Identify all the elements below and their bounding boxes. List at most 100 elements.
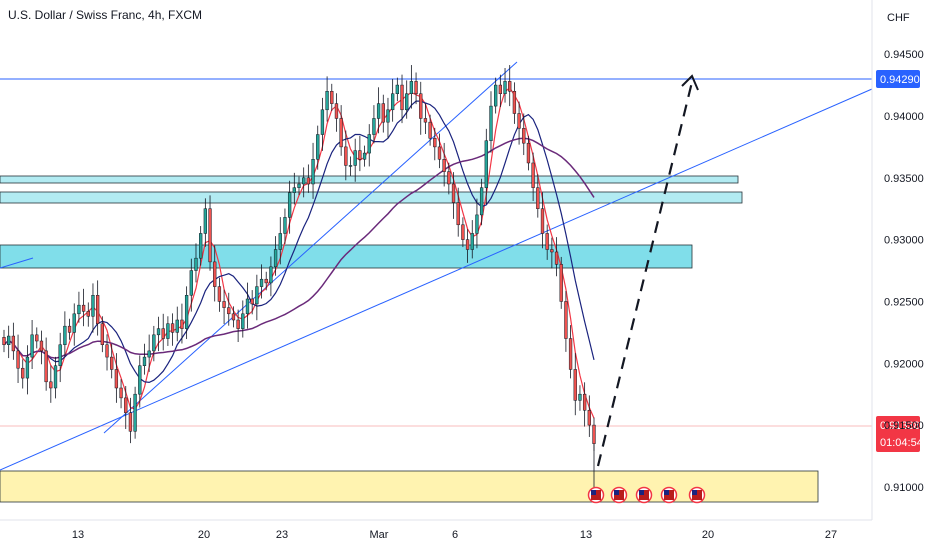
candle-bull (166, 323, 170, 339)
us-flag-event-icon[interactable] (660, 486, 678, 504)
currency-label: CHF (887, 12, 910, 24)
y-tick-label: 0.94000 (884, 111, 924, 123)
candle-bear (2, 337, 6, 345)
candle-bear (231, 313, 236, 321)
candle-bull (503, 81, 507, 94)
candle-bull (475, 214, 479, 234)
flag-canton (664, 490, 669, 495)
x-tick-label: 6 (452, 529, 458, 541)
candle-bear (442, 159, 446, 172)
us-flag-event-icon[interactable] (688, 486, 706, 504)
level-price-tag (876, 70, 920, 88)
candle-bear (264, 278, 268, 284)
candle-bear (110, 356, 114, 370)
candle-bear (381, 103, 385, 123)
x-tick-label: Mar (370, 529, 389, 541)
candle-bull (484, 140, 488, 188)
candle-bear (400, 84, 404, 111)
candle-bull (255, 286, 259, 305)
candle-bull (325, 91, 329, 111)
candle-bear (39, 340, 44, 352)
flag-canton (591, 490, 596, 495)
candle-bull (390, 93, 395, 111)
last-price-tag (876, 416, 920, 452)
candle-bull (362, 152, 367, 160)
candle-bear (522, 128, 526, 144)
flag-canton (639, 490, 644, 495)
y-tick-label: 0.93500 (884, 173, 924, 185)
candle-bear (16, 350, 20, 369)
candle-bear (49, 381, 53, 389)
candle-bear (508, 81, 512, 92)
candle-bull (30, 334, 34, 358)
candle-bear (536, 187, 540, 209)
candle-bull (302, 177, 306, 185)
candle-bear (498, 84, 503, 94)
candle-bear (414, 81, 418, 94)
candle-bull (283, 217, 287, 234)
x-tick-label: 23 (276, 529, 288, 541)
candle-bull (376, 103, 381, 119)
candle-bear (461, 224, 465, 240)
last-price-text: 0.91338 (880, 420, 920, 432)
candle-bear (35, 334, 39, 342)
candle-bull (53, 365, 58, 389)
candle-bull (372, 118, 376, 135)
candle-bear (423, 118, 428, 123)
candle-bear (250, 298, 254, 305)
flag-canton (692, 490, 697, 495)
axes-layer: CHF0.945000.940000.935000.930000.925000.… (0, 0, 924, 541)
candle-bull (203, 208, 208, 234)
y-tick-label: 0.93000 (884, 235, 924, 247)
us-flag-event-icon[interactable] (587, 486, 605, 504)
candle-bear (213, 261, 217, 287)
candle-bear (217, 286, 222, 302)
level-price-text: 0.94290 (880, 74, 920, 86)
candle-bear (573, 369, 577, 401)
candle-bull (489, 105, 493, 141)
us-flag-event-icon[interactable] (610, 486, 628, 504)
y-tick-label: 0.91500 (884, 420, 924, 432)
candle-bear (564, 301, 568, 339)
x-tick-label: 13 (72, 529, 84, 541)
trendline-steep (103, 61, 518, 434)
y-tick-label: 0.94500 (884, 49, 924, 61)
trendline-short (0, 257, 34, 269)
candle-bear (587, 410, 591, 426)
candle-bear (447, 171, 451, 185)
candle-bull (133, 393, 137, 432)
candle-bull (269, 266, 273, 284)
candle-bear (592, 424, 596, 444)
candle-bull (479, 187, 484, 216)
candle-bull (578, 393, 582, 401)
candle-bear (456, 202, 460, 226)
candle-bull (184, 295, 189, 329)
candle-bear (44, 350, 48, 383)
candle-bull (194, 257, 198, 271)
x-tick-label: 20 (198, 529, 210, 541)
candle-bull (175, 319, 179, 333)
candle-bear (11, 335, 16, 352)
resistance-zone-1 (0, 175, 739, 184)
candle-bull (287, 192, 292, 218)
candle-bear (81, 304, 86, 312)
candle-bull (25, 356, 30, 379)
candle-bear (161, 328, 165, 339)
resistance-zone-2 (0, 191, 743, 204)
candle-bear (582, 393, 587, 411)
candle-bull (405, 93, 409, 111)
candle-bear (227, 307, 231, 315)
demand-zone (0, 470, 819, 503)
candle-bull (348, 165, 353, 167)
candle-bull (292, 187, 296, 193)
candle-bull (245, 298, 250, 315)
x-tick-label: 20 (702, 529, 714, 541)
candle-bear (419, 93, 423, 119)
candle-bull (259, 278, 264, 287)
candle-bull (367, 134, 371, 154)
us-flag-event-icon[interactable] (635, 486, 653, 504)
candle-bear (344, 146, 348, 166)
candle-bull (72, 313, 76, 333)
candle-bear (100, 323, 104, 345)
